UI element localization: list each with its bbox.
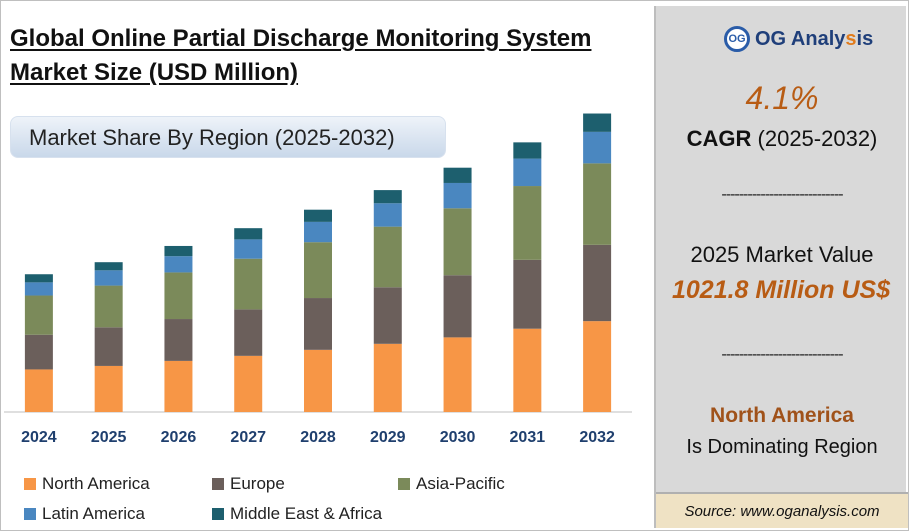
market-value: 1021.8 Million US$ — [672, 276, 891, 304]
og-logo-icon: OG — [724, 26, 750, 52]
bar-segment-north-america-2028 — [304, 349, 332, 412]
logo-text-end: is — [856, 27, 874, 50]
bar-segment-europe-2027 — [234, 309, 263, 356]
bar-segment-middle-east-africa-2027 — [234, 228, 263, 240]
bar-segment-north-america-2031 — [513, 328, 542, 412]
bar-segment-asia-pacific-2032 — [583, 163, 612, 245]
legend-label: North America — [42, 474, 150, 493]
stacked-bar-chart: 2024 2025 2026 2027 2028 2029 2030 2031 2032 — [4, 113, 632, 446]
legend-label: Middle East & Africa — [230, 504, 383, 523]
bar-segment-middle-east-africa-2024 — [24, 274, 53, 283]
legend-swatch — [212, 478, 224, 490]
x-tick-label: 2024 — [21, 429, 57, 446]
x-tick-label: 2031 — [510, 429, 546, 446]
bar-segment-latin-america-2025 — [94, 270, 123, 286]
logo-text-accent: s — [845, 27, 857, 50]
x-tick-label: 2028 — [300, 429, 336, 446]
legend-swatch — [212, 508, 224, 520]
region-share-banner: Market Share By Region (2025-2032) — [10, 116, 446, 158]
legend-item-latin-america: Latin America — [24, 504, 145, 524]
bar-segment-latin-america-2029 — [373, 203, 402, 227]
legend-swatch — [398, 478, 410, 490]
bar-segment-latin-america-2024 — [24, 282, 53, 296]
legend-label: Latin America — [42, 504, 145, 523]
bar-segment-latin-america-2032 — [583, 131, 612, 164]
legend-label: Europe — [230, 474, 285, 493]
bar-segment-asia-pacific-2025 — [94, 285, 123, 328]
market-value-label: 2025 Market Value — [690, 242, 874, 267]
logo-text-main: OG Analy — [755, 27, 846, 50]
divider-top: ---------------------------- — [721, 186, 843, 203]
bar-segment-europe-2028 — [304, 298, 332, 350]
bar-segment-latin-america-2027 — [234, 239, 263, 259]
bar-segment-north-america-2030 — [443, 337, 472, 412]
x-tick-label: 2027 — [230, 429, 266, 446]
bar-segment-north-america-2032 — [583, 321, 612, 412]
bar-segment-europe-2029 — [373, 287, 402, 344]
x-tick-label: 2029 — [370, 429, 406, 446]
legend-item-asia-pacific: Asia-Pacific — [398, 474, 505, 494]
bar-segment-latin-america-2030 — [443, 182, 472, 209]
legend-swatch — [24, 478, 36, 490]
bar-segment-europe-2031 — [513, 259, 542, 329]
bar-segment-asia-pacific-2028 — [304, 242, 332, 299]
bar-segment-asia-pacific-2029 — [373, 226, 402, 288]
bar-segment-asia-pacific-2024 — [24, 295, 53, 335]
chart-title: Global Online Partial Discharge Monitori… — [10, 25, 592, 86]
logo-wordmark: OG Analysis — [755, 28, 873, 51]
legend-swatch — [24, 508, 36, 520]
bar-segment-middle-east-africa-2032 — [583, 113, 612, 132]
bar-segment-middle-east-africa-2031 — [513, 142, 542, 159]
bar-segment-asia-pacific-2030 — [443, 208, 472, 276]
bar-segment-europe-2026 — [164, 319, 193, 361]
bar-segment-europe-2032 — [583, 244, 612, 322]
bar-segment-europe-2025 — [94, 327, 123, 366]
x-tick-label: 2030 — [440, 429, 476, 446]
legend-item-middle-east-africa: Middle East & Africa — [212, 504, 382, 524]
bar-segment-north-america-2025 — [94, 365, 123, 412]
bar-segment-asia-pacific-2031 — [513, 186, 542, 260]
cagr-bold: CAGR — [686, 126, 752, 151]
summary-panel: OG OG Analysis 4.1% CAGR (2025-2032) ---… — [654, 6, 908, 528]
bar-segment-north-america-2029 — [373, 343, 402, 412]
bar-segment-latin-america-2028 — [304, 221, 332, 243]
cagr-period: (2025-2032) — [757, 126, 878, 151]
og-analysis-logo[interactable]: OG OG Analysis — [724, 26, 873, 52]
bar-segment-north-america-2026 — [164, 360, 193, 412]
chart-legend: North America Europe Asia-Pacific Latin … — [24, 474, 624, 530]
source-note[interactable]: Source: www.oganalysis.com — [656, 492, 908, 528]
bar-segment-asia-pacific-2027 — [234, 258, 263, 310]
bar-segment-middle-east-africa-2025 — [94, 262, 123, 271]
divider-bottom: ---------------------------- — [721, 346, 843, 363]
cagr-value: 4.1% — [745, 80, 819, 116]
legend-item-north-america: North America — [24, 474, 150, 494]
bar-segment-asia-pacific-2026 — [164, 272, 193, 320]
bar-segment-europe-2024 — [24, 334, 53, 370]
bar-segment-middle-east-africa-2028 — [304, 209, 332, 222]
legend-item-europe: Europe — [212, 474, 285, 494]
cagr-label: CAGR (2025-2032) — [656, 126, 908, 152]
bar-segment-middle-east-africa-2026 — [164, 245, 193, 257]
bar-segment-north-america-2027 — [234, 355, 263, 412]
x-tick-label: 2032 — [579, 429, 615, 446]
x-tick-label: 2026 — [161, 429, 197, 446]
dominating-region-text: Is Dominating Region — [686, 436, 878, 458]
x-tick-label: 2025 — [91, 429, 127, 446]
bar-segment-latin-america-2031 — [513, 158, 542, 187]
bar-segment-north-america-2024 — [24, 369, 53, 412]
dominating-region: North America — [710, 404, 854, 427]
bar-segment-latin-america-2026 — [164, 256, 193, 273]
bar-segment-europe-2030 — [443, 275, 472, 338]
bar-segment-middle-east-africa-2029 — [373, 190, 402, 204]
legend-label: Asia-Pacific — [416, 474, 505, 493]
bar-segment-middle-east-africa-2030 — [443, 167, 472, 183]
